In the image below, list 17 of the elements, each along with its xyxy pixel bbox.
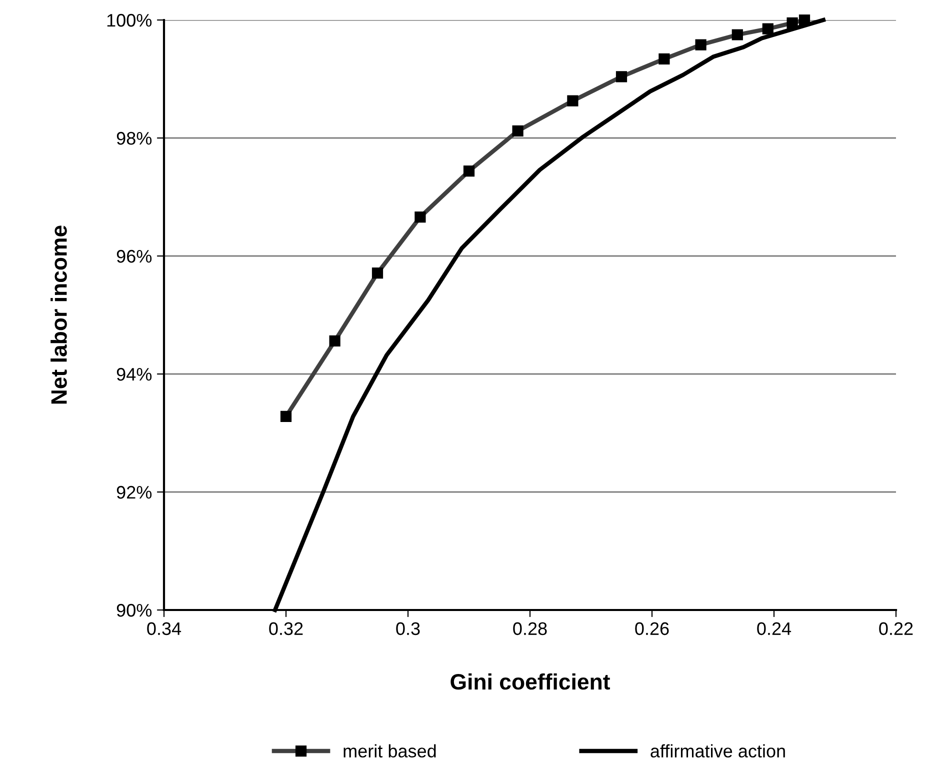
x-tick-label: 0.32 (269, 622, 303, 636)
y-axis-title: Net labor income (50, 226, 67, 404)
y-tick-label: 90% (116, 604, 152, 617)
y-tick-label: 100% (107, 14, 152, 27)
y-tick-label: 94% (116, 368, 152, 381)
legend-label: affirmative action (650, 744, 785, 758)
y-tick-label: 96% (116, 250, 152, 263)
x-tick-label: 0.24 (757, 622, 792, 636)
y-tick-label: 98% (116, 132, 152, 145)
x-tick-label: 0.3 (396, 622, 420, 636)
x-tick-label: 0.28 (513, 622, 547, 636)
x-axis-title: Gini coefficient (450, 673, 610, 690)
x-tick-label: 0.26 (635, 622, 669, 636)
x-tick-label: 0.22 (879, 622, 913, 636)
y-tick-label: 92% (116, 486, 152, 499)
legend-label: merit based (344, 744, 436, 758)
x-tick-label: 0.34 (147, 622, 182, 636)
